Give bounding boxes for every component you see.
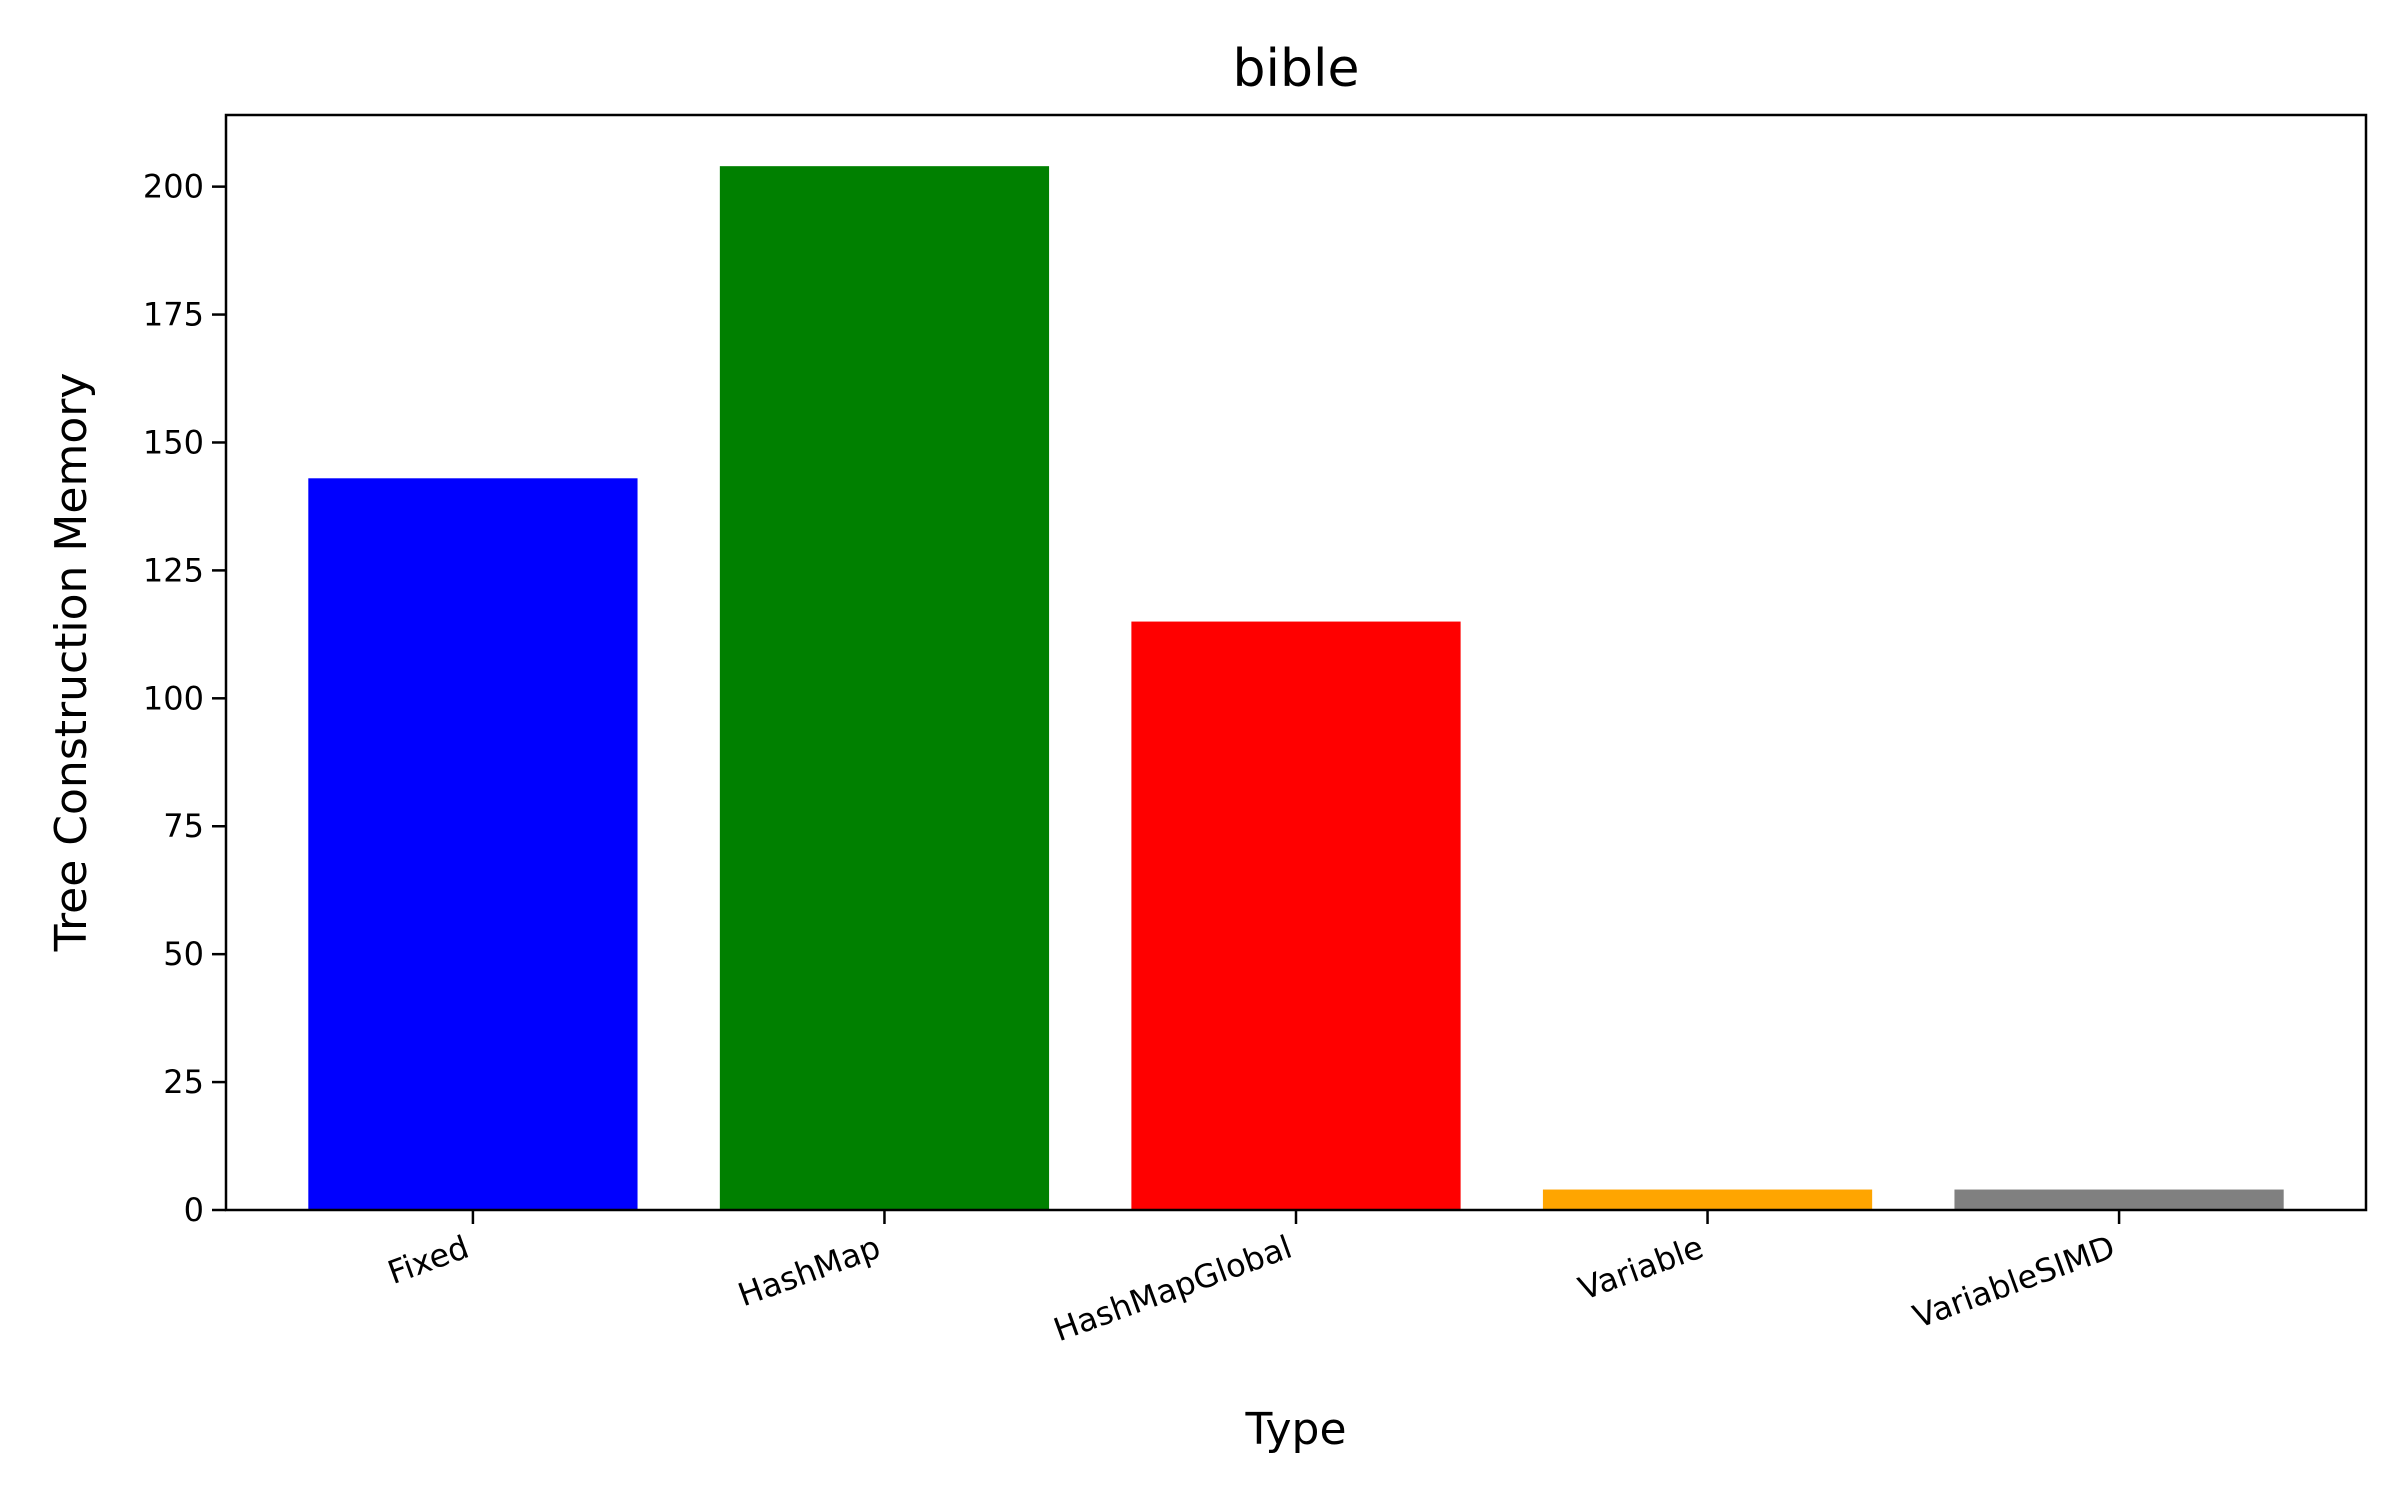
x-tick-label: HashMap: [733, 1228, 885, 1314]
bar-hashmap: [719, 166, 1050, 1211]
y-tick-label: 125: [143, 551, 204, 589]
bar-variable: [1542, 1189, 1873, 1210]
x-tick-label: VariableSIMD: [1908, 1228, 2120, 1336]
y-tick-label: 25: [163, 1063, 204, 1101]
x-tick-label: Variable: [1574, 1228, 1709, 1308]
x-axis-title: Type: [1244, 1404, 1346, 1455]
x-axis: Fixed HashMap HashMapGlobal Variable Variabl…: [383, 1210, 2121, 1349]
y-tick-label: 150: [143, 423, 204, 461]
x-tick-label: Fixed: [383, 1228, 474, 1292]
chart-title: bible: [1233, 39, 1360, 99]
bar-hashmapglobal: [1131, 621, 1461, 1210]
y-tick-label: 75: [163, 807, 204, 845]
y-tick-label: 0: [184, 1191, 204, 1229]
y-tick-label: 175: [143, 296, 204, 334]
y-axis: 0 25 50 75 100 125 150 175 200: [143, 168, 226, 1229]
y-tick-label: 100: [143, 679, 204, 717]
x-tick-label: HashMapGlobal: [1049, 1228, 1297, 1349]
y-axis-title: Tree Construction Memory: [46, 373, 97, 953]
bar-variablesimd: [1954, 1189, 2284, 1210]
bar-fixed: [308, 478, 638, 1210]
y-tick-label: 200: [143, 168, 204, 206]
bars-layer: [308, 166, 2284, 1211]
y-tick-label: 50: [163, 935, 204, 973]
